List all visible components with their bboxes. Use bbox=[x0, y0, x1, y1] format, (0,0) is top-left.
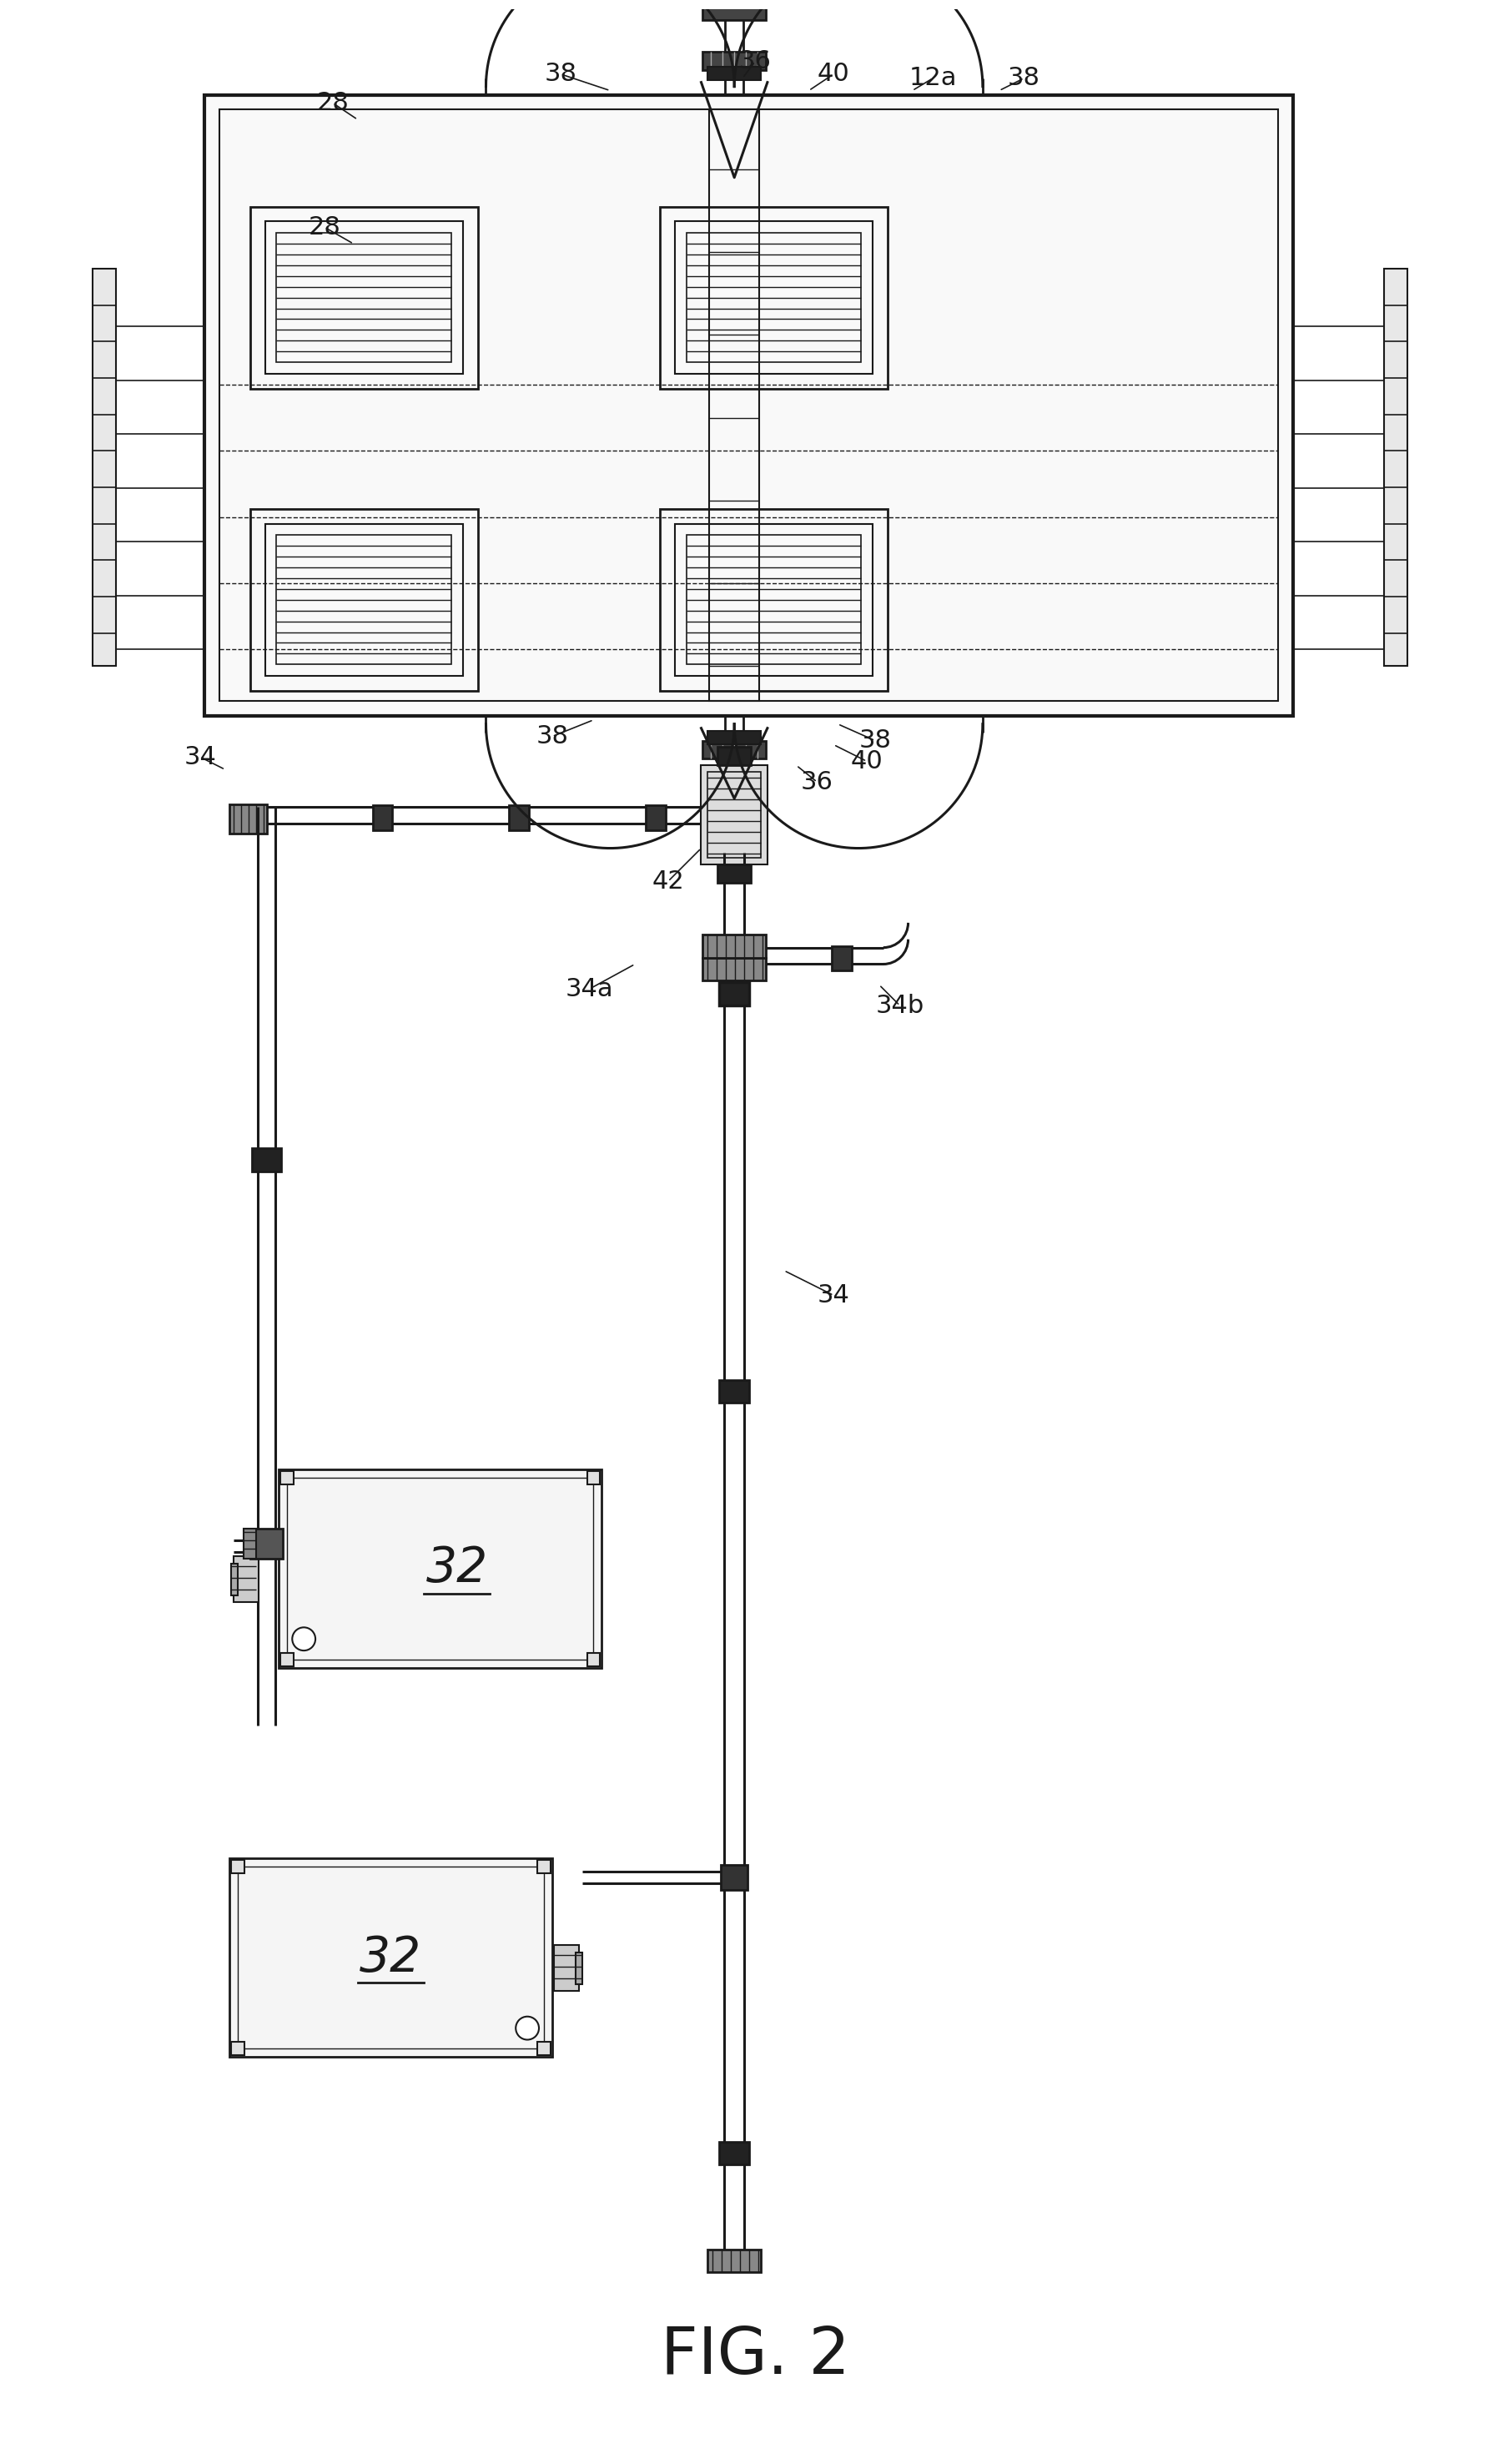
Text: 40: 40 bbox=[817, 62, 850, 86]
Bar bbox=[373, 806, 393, 830]
Bar bbox=[832, 946, 852, 971]
Bar bbox=[719, 1380, 749, 1402]
Bar bbox=[279, 1469, 602, 1668]
Circle shape bbox=[293, 1626, 316, 1651]
Bar bbox=[675, 222, 873, 375]
Text: 38: 38 bbox=[1007, 67, 1040, 91]
Bar bbox=[204, 94, 1293, 715]
Text: 34b: 34b bbox=[876, 993, 924, 1018]
Bar bbox=[708, 732, 761, 744]
Bar bbox=[538, 2043, 551, 2055]
Text: 28: 28 bbox=[308, 214, 341, 239]
Bar bbox=[722, 1865, 747, 1890]
Bar bbox=[708, 2250, 761, 2272]
Bar bbox=[287, 1478, 593, 1661]
Text: FIG. 2: FIG. 2 bbox=[660, 2324, 850, 2388]
Bar bbox=[708, 67, 761, 79]
Bar bbox=[702, 2, 766, 20]
Text: 38: 38 bbox=[859, 729, 891, 752]
Text: 38: 38 bbox=[536, 724, 568, 749]
Text: 40: 40 bbox=[850, 749, 883, 774]
Text: 34: 34 bbox=[817, 1284, 850, 1308]
Bar bbox=[587, 1653, 599, 1666]
Text: 42: 42 bbox=[652, 870, 684, 894]
Bar bbox=[702, 742, 766, 759]
Bar bbox=[686, 234, 861, 362]
Text: 36: 36 bbox=[800, 769, 834, 793]
Bar bbox=[252, 1148, 281, 1170]
Bar bbox=[243, 1528, 255, 1560]
Bar bbox=[710, 108, 760, 700]
Bar bbox=[719, 983, 749, 1005]
Bar bbox=[702, 934, 766, 958]
Bar bbox=[231, 2043, 245, 2055]
Bar bbox=[660, 508, 888, 690]
Text: 38: 38 bbox=[544, 62, 577, 86]
Bar bbox=[92, 269, 116, 665]
Bar bbox=[702, 958, 766, 981]
Text: 34a: 34a bbox=[565, 976, 613, 1000]
Bar bbox=[554, 1944, 578, 1991]
Bar bbox=[702, 52, 766, 69]
Bar bbox=[237, 1868, 544, 2050]
Bar bbox=[230, 803, 267, 833]
Bar bbox=[701, 766, 767, 865]
Bar bbox=[264, 222, 462, 375]
Text: 36: 36 bbox=[738, 49, 772, 74]
Bar bbox=[230, 1858, 553, 2057]
Bar bbox=[717, 865, 750, 882]
Bar bbox=[646, 806, 666, 830]
Text: 32: 32 bbox=[359, 1934, 421, 1981]
Bar bbox=[251, 508, 477, 690]
Bar bbox=[276, 535, 451, 665]
Bar bbox=[660, 207, 888, 389]
Bar bbox=[234, 1557, 258, 1602]
Bar bbox=[276, 234, 451, 362]
Text: 32: 32 bbox=[426, 1545, 488, 1592]
Bar bbox=[732, 823, 752, 843]
Text: 12a: 12a bbox=[909, 67, 957, 91]
Bar bbox=[686, 535, 861, 665]
Bar bbox=[575, 1954, 581, 1984]
Bar bbox=[717, 747, 750, 766]
Bar bbox=[538, 1860, 551, 1873]
Bar bbox=[251, 207, 477, 389]
Bar bbox=[251, 1528, 282, 1560]
Bar bbox=[1385, 269, 1407, 665]
Bar bbox=[509, 806, 528, 830]
Bar bbox=[587, 1471, 599, 1483]
Text: 34: 34 bbox=[184, 744, 216, 769]
Bar bbox=[281, 1471, 294, 1483]
Text: 28: 28 bbox=[317, 91, 349, 116]
Circle shape bbox=[516, 2016, 539, 2040]
Bar bbox=[231, 1860, 245, 1873]
Bar bbox=[702, 816, 766, 853]
Bar bbox=[281, 1653, 294, 1666]
Bar bbox=[702, 791, 766, 808]
Bar bbox=[675, 525, 873, 675]
Bar bbox=[708, 771, 761, 857]
Bar bbox=[719, 2141, 749, 2166]
Bar bbox=[264, 525, 462, 675]
Bar bbox=[231, 1565, 237, 1594]
Bar bbox=[219, 108, 1277, 700]
